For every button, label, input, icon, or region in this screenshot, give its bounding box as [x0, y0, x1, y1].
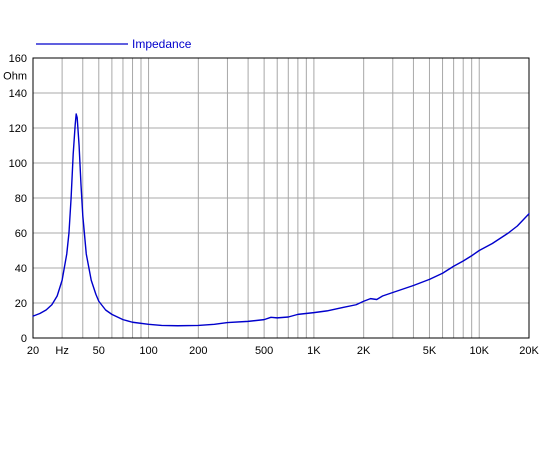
y-axis-unit-label: Ohm — [3, 71, 27, 83]
legend: Impedance — [36, 37, 192, 51]
y-tick-label: 140 — [9, 88, 27, 100]
y-tick-label: 80 — [15, 193, 27, 205]
y-tick-label: 60 — [15, 228, 27, 240]
x-tick-label: 20 — [27, 345, 39, 357]
y-tick-label: 100 — [9, 158, 27, 170]
series-layer — [32, 113, 530, 327]
series-line-impedance — [32, 113, 530, 327]
x-tick-label: 50 — [93, 345, 105, 357]
y-tick-label: 20 — [15, 298, 27, 310]
x-tick-label: 2K — [357, 345, 371, 357]
x-tick-label: 20K — [519, 345, 539, 357]
x-tick-label: 1K — [307, 345, 321, 357]
legend-label-impedance: Impedance — [132, 37, 192, 51]
plot-frame — [32, 57, 530, 339]
grid-lines — [33, 58, 529, 338]
x-tick-label: 500 — [255, 345, 273, 357]
y-tick-labels: 0 20 40 60 80 100 120 140 160 — [9, 53, 27, 345]
y-tick-label: 120 — [9, 123, 27, 135]
x-tick-label: 5K — [423, 345, 437, 357]
x-tick-label: Hz — [55, 345, 68, 357]
x-tick-label: 100 — [139, 345, 157, 357]
x-tick-label: 10K — [469, 345, 489, 357]
y-tick-label: 160 — [9, 53, 27, 65]
x-tick-label: 200 — [189, 345, 207, 357]
x-tick-labels: 20 Hz 50 100 200 500 1K 2K 5K 10K 20K — [27, 345, 540, 357]
y-tick-label: 0 — [21, 333, 27, 345]
y-tick-label: 40 — [15, 263, 27, 275]
